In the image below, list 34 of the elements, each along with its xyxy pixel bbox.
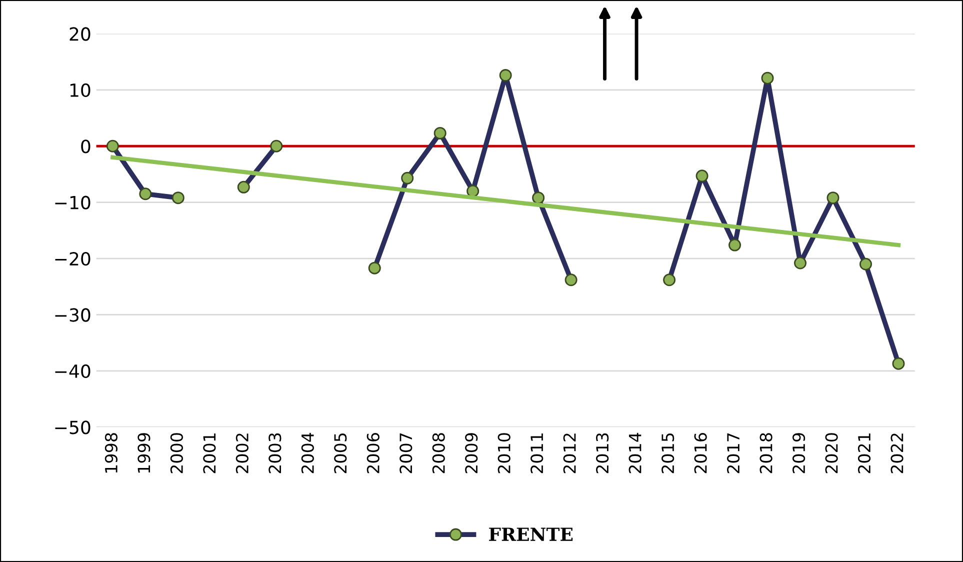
x-tick-label: 2009 <box>465 433 478 474</box>
y-tick-label: 10 <box>70 83 90 98</box>
legend-label: FRENTE <box>489 528 573 541</box>
y-tick-label: 20 <box>70 27 90 41</box>
x-tick-label: 2020 <box>825 433 838 474</box>
x-tick-label: 2006 <box>366 433 380 474</box>
y-tick-label: −40 <box>55 364 90 378</box>
x-tick-label: 2015 <box>662 433 674 474</box>
x-tick-label: 2018 <box>760 433 772 474</box>
x-tick-label: 2005 <box>334 433 347 474</box>
x-tick-label: 2008 <box>432 433 445 474</box>
x-tick-label: 2012 <box>563 434 576 474</box>
x-tick-label: 2019 <box>792 433 806 474</box>
y-tick-label: −30 <box>55 308 90 322</box>
x-tick-label: 2000 <box>170 433 183 474</box>
x-tick-label: 2010 <box>498 433 510 474</box>
x-tick-label: 2013 <box>596 433 609 474</box>
x-tick-label: 2004 <box>301 432 314 474</box>
x-tick-label: 2011 <box>530 434 544 474</box>
x-tick-label: 2022 <box>890 434 904 474</box>
x-tick-label: 2014 <box>628 432 642 474</box>
x-tick-label: 2016 <box>694 433 707 474</box>
x-tick-label: 2021 <box>858 434 871 474</box>
x-tick-label: 2001 <box>203 434 216 474</box>
y-tick-label: −20 <box>55 252 90 266</box>
x-tick-label: 2017 <box>727 433 740 474</box>
x-tick-label: 2002 <box>236 434 248 474</box>
x-tick-label: 2007 <box>400 433 412 474</box>
x-tick-label: 1999 <box>138 433 150 473</box>
x-tick-label: 2003 <box>268 433 282 474</box>
y-tick-label: 0 <box>81 140 90 154</box>
y-tick-label: −10 <box>55 196 90 210</box>
y-tick-label: −50 <box>55 420 90 434</box>
x-tick-label: 1998 <box>104 433 118 473</box>
